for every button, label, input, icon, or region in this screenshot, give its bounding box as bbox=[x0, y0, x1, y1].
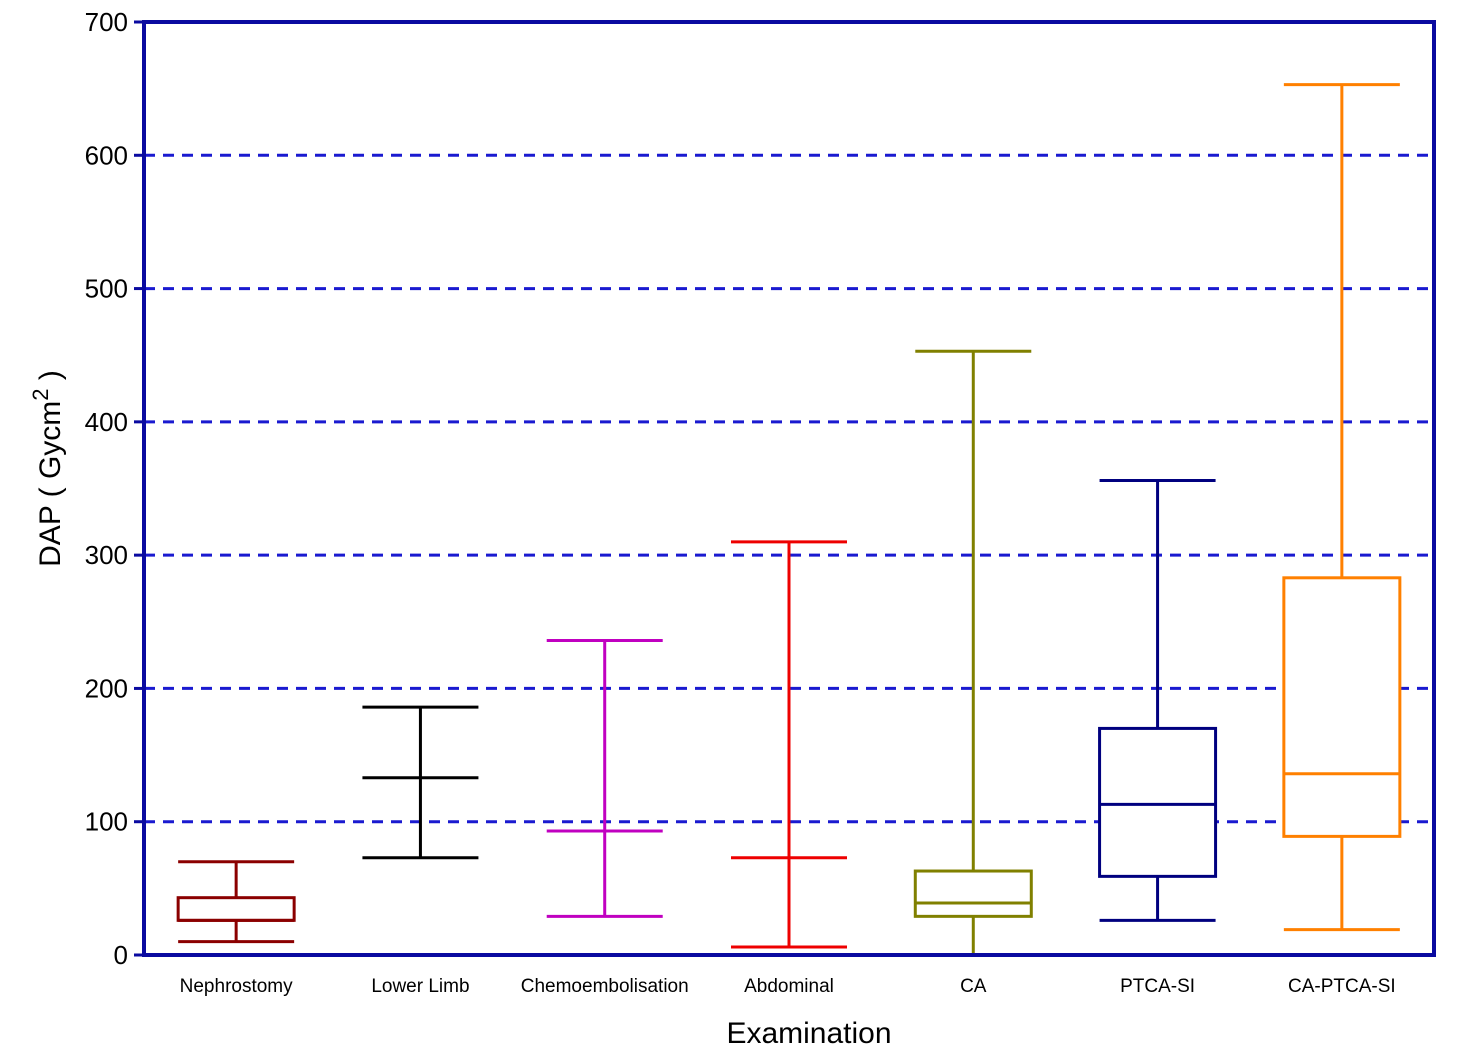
iqr-box bbox=[913, 869, 1033, 918]
y-tick-label-600: 600 bbox=[85, 140, 128, 170]
y-tick-labels: 0 100 200 300 400 500 600 700 bbox=[85, 7, 128, 970]
box-nephrostomy bbox=[176, 860, 296, 944]
y-tick-label-200: 200 bbox=[85, 673, 128, 703]
box-chemoembolisation bbox=[546, 638, 663, 918]
plot-frame bbox=[142, 20, 1436, 957]
box-ptca-si bbox=[1098, 479, 1218, 922]
x-category-label: CA bbox=[960, 976, 987, 997]
grid-lines bbox=[144, 153, 1434, 824]
x-category-label: Chemoembolisation bbox=[521, 976, 689, 997]
x-category-labels: Nephrostomy Lower Limb Chemoembolisation Ab… bbox=[180, 976, 1396, 997]
y-axis-title-main: DAP ( Gycm bbox=[34, 401, 67, 567]
y-tick-label-300: 300 bbox=[85, 540, 128, 570]
y-axis-title-close: ) bbox=[34, 370, 67, 388]
x-category-label: Lower Limb bbox=[371, 976, 469, 997]
svg-text:DAP ( Gycm2 ): DAP ( Gycm2 ) bbox=[28, 370, 68, 567]
box-ca-ptca-si bbox=[1282, 83, 1402, 932]
x-axis-title: Examination bbox=[726, 1017, 891, 1049]
box-lower-limb bbox=[362, 705, 479, 860]
iqr-box bbox=[176, 896, 296, 922]
y-axis-title-superscript: 2 bbox=[28, 388, 53, 400]
y-axis-title: DAP ( Gycm2 ) bbox=[28, 370, 68, 567]
x-category-label: Nephrostomy bbox=[180, 976, 293, 997]
y-tick-label-400: 400 bbox=[85, 407, 128, 437]
box-abdominal bbox=[731, 540, 847, 949]
y-tick-label-100: 100 bbox=[85, 807, 128, 837]
box-plots bbox=[176, 83, 1402, 955]
iqr-box bbox=[1282, 576, 1402, 838]
axes bbox=[134, 20, 1436, 957]
x-category-label: CA-PTCA-SI bbox=[1288, 976, 1396, 997]
box-ca bbox=[913, 349, 1033, 955]
y-tick-label-500: 500 bbox=[85, 274, 128, 304]
y-tick-label-0: 0 bbox=[114, 940, 128, 970]
x-category-label: Abdominal bbox=[744, 976, 834, 997]
y-tick-label-700: 700 bbox=[85, 7, 128, 37]
x-category-label: PTCA-SI bbox=[1120, 976, 1195, 997]
iqr-box bbox=[1098, 726, 1218, 878]
